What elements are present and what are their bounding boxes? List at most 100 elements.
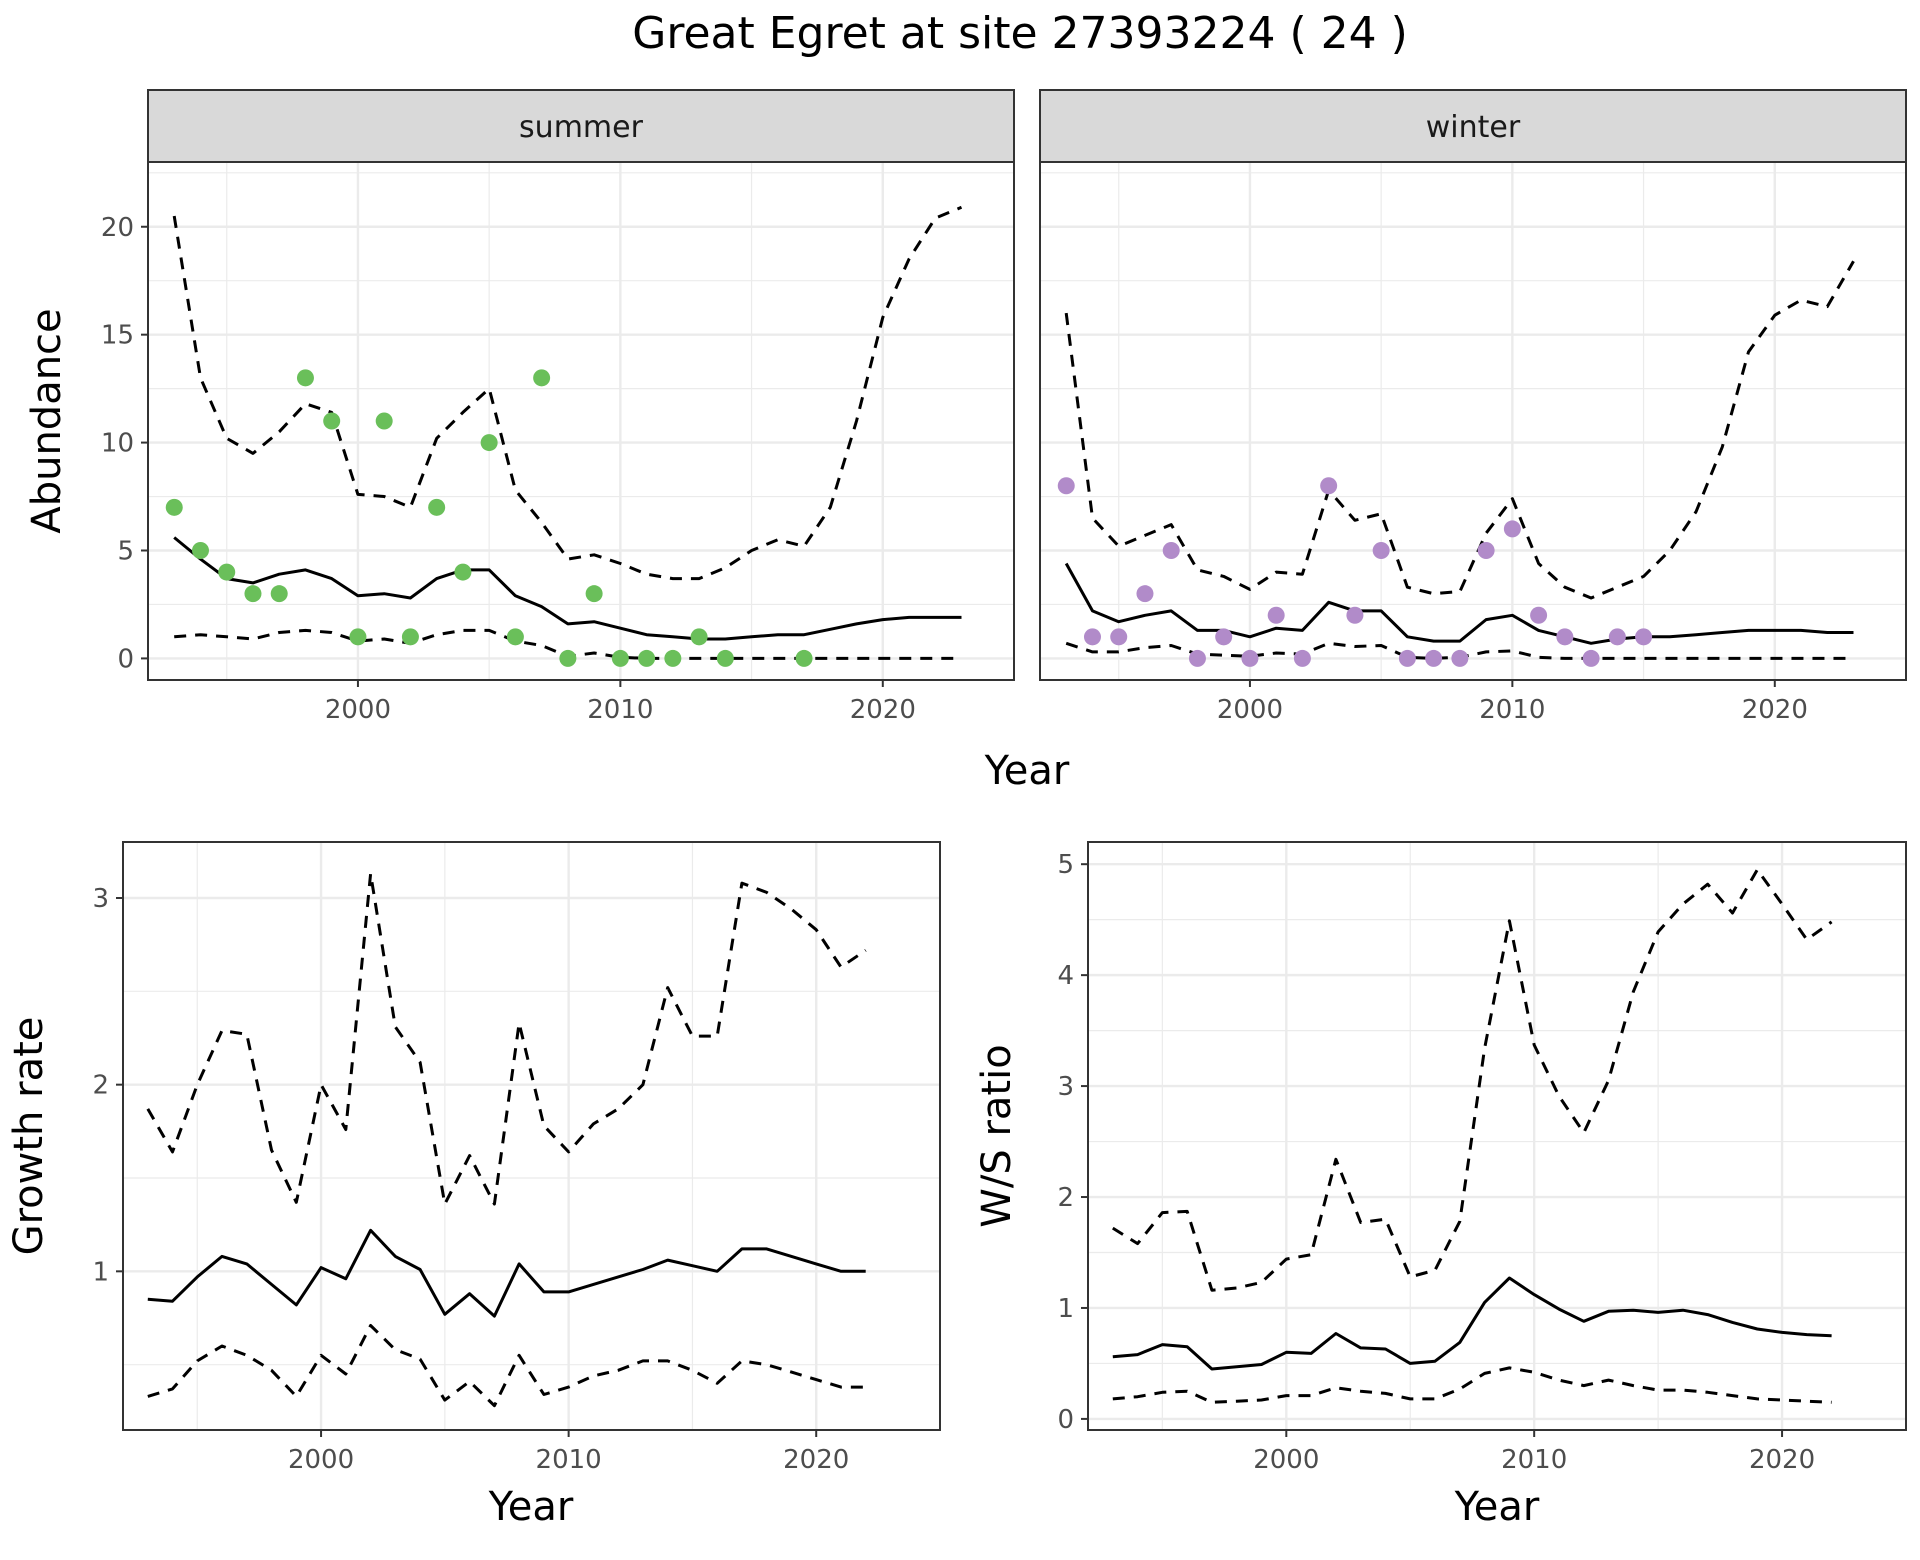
y-tick-label: 15 <box>101 321 134 351</box>
series-group <box>165 205 963 667</box>
series-group <box>146 872 867 1408</box>
observation-point <box>1398 649 1416 667</box>
y-tick-label: 4 <box>1057 961 1074 991</box>
observation-point <box>1136 585 1154 603</box>
observation-point <box>454 563 472 581</box>
observation-point <box>1346 606 1364 624</box>
observation-point <box>480 434 498 452</box>
x-axis-title: Year <box>1454 1484 1540 1530</box>
observation-point <box>1530 606 1548 624</box>
panel-border <box>1039 161 1907 681</box>
y-tick-label: 0 <box>117 644 134 674</box>
observation-point <box>1110 628 1128 646</box>
observation-point <box>1477 542 1495 559</box>
observation-point <box>1608 628 1626 646</box>
panel-border <box>122 841 941 1431</box>
facet-strip-label: summer <box>519 110 644 145</box>
x-tick-label: 2010 <box>536 1445 602 1475</box>
y-tick-label: 20 <box>101 213 134 243</box>
observation-point <box>559 649 577 667</box>
observation-point <box>218 563 236 581</box>
observation-point <box>1556 628 1574 646</box>
x-tick-label: 2010 <box>1479 695 1545 725</box>
observation-point <box>585 585 603 603</box>
observation-point <box>533 369 551 387</box>
y-tick-label: 3 <box>92 884 109 914</box>
x-tick-label: 2020 <box>1749 1445 1815 1475</box>
series-group <box>1057 260 1855 667</box>
observation-point <box>1241 649 1259 667</box>
x-tick-label: 2000 <box>1217 695 1283 725</box>
estimate-line <box>1064 562 1854 645</box>
observation-point <box>401 628 419 646</box>
observation-point <box>1083 628 1101 646</box>
y-tick-label: 1 <box>1057 1294 1074 1324</box>
observation-point <box>1451 649 1469 667</box>
observation-point <box>638 649 656 667</box>
summer-abundance-panel: summer 2000 2010 2020 0 5 10 15 20 Abundance <box>24 89 1015 725</box>
observation-point <box>191 542 209 559</box>
observation-point <box>690 628 708 646</box>
upper-line <box>172 205 963 581</box>
observation-point <box>1215 628 1233 646</box>
observation-point <box>349 628 367 646</box>
estimate-line <box>173 536 962 641</box>
growth-rate-panel: 2000 2010 2020 1 2 3 Growth rate Year <box>6 841 941 1530</box>
y-tick-label: 5 <box>1057 850 1074 880</box>
observation-point <box>165 498 183 516</box>
observation-point <box>1425 649 1443 667</box>
estimate-line <box>147 1228 866 1318</box>
observation-point <box>1635 628 1653 646</box>
observation-point <box>795 649 813 667</box>
x-tick-label: 2000 <box>288 1445 354 1475</box>
observation-point <box>1057 477 1075 495</box>
x-tick-label: 2000 <box>1253 1445 1319 1475</box>
observation-point <box>323 412 341 430</box>
observation-point <box>1162 542 1180 559</box>
winter-abundance-panel: winter 2000 2010 2020 <box>1039 89 1907 725</box>
observation-point <box>428 498 446 516</box>
observation-point <box>244 585 262 603</box>
observation-point <box>506 628 524 646</box>
observation-point <box>1188 649 1206 667</box>
observation-point <box>296 369 314 387</box>
observation-point <box>375 412 393 430</box>
lower-line <box>1112 1366 1832 1404</box>
facet-x-axis-title: Year <box>984 748 1070 794</box>
y-axis-title: Growth rate <box>6 1017 52 1256</box>
observation-point <box>611 649 629 667</box>
y-axis-title: Abundance <box>24 308 70 533</box>
y-tick-label: 10 <box>101 429 134 459</box>
panel-border <box>1087 841 1907 1431</box>
y-axis-title: W/S ratio <box>974 1044 1020 1227</box>
facet-strip <box>147 89 1015 163</box>
ws-ratio-panel: 2000 2010 2020 0 1 2 3 4 5 W/S ratio Year <box>974 841 1907 1530</box>
observation-point <box>1320 477 1338 495</box>
facet-strip-label: winter <box>1426 110 1521 145</box>
estimate-line <box>1112 1276 1832 1371</box>
panel-border <box>147 161 1015 681</box>
observation-point <box>716 649 734 667</box>
x-axis-title: Year <box>488 1484 574 1530</box>
chart-title: Great Egret at site 27393224 ( 24 ) <box>632 8 1408 59</box>
facet-strip <box>1039 89 1907 163</box>
y-tick-label: 1 <box>92 1257 109 1287</box>
y-tick-label: 0 <box>1057 1405 1074 1435</box>
observation-point <box>270 585 288 603</box>
observation-point <box>664 649 682 667</box>
series-group <box>1112 868 1833 1404</box>
observation-point <box>1582 649 1600 667</box>
x-tick-label: 2010 <box>587 695 653 725</box>
upper-line <box>146 872 867 1206</box>
upper-line <box>1064 260 1855 600</box>
x-tick-label: 2010 <box>1501 1445 1567 1475</box>
y-tick-label: 5 <box>117 537 134 567</box>
x-tick-label: 2020 <box>783 1445 849 1475</box>
x-tick-label: 2000 <box>325 695 391 725</box>
y-tick-label: 2 <box>1057 1183 1074 1213</box>
observation-point <box>1293 649 1311 667</box>
observation-point <box>1372 542 1390 559</box>
upper-line <box>1112 868 1833 1292</box>
